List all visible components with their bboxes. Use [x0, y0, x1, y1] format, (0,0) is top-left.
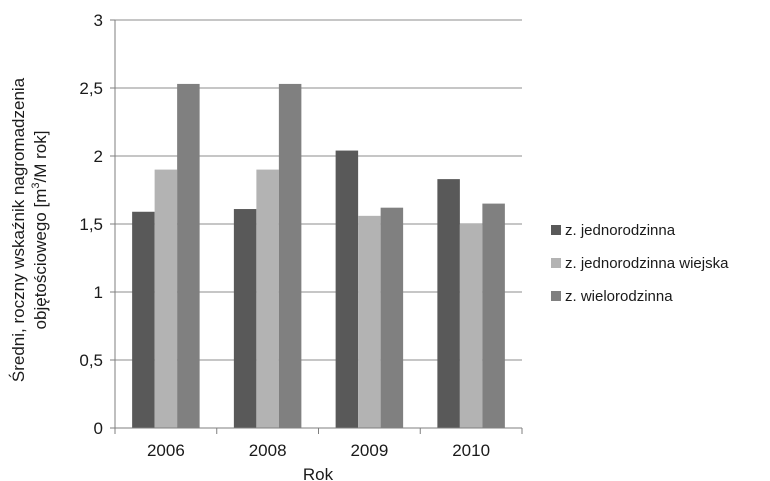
legend-swatch — [551, 258, 561, 268]
bar — [358, 215, 381, 428]
legend-swatch — [551, 291, 561, 301]
bars — [132, 83, 505, 429]
bar — [154, 169, 178, 428]
y-axis-title: Średni, roczny wskaźnik nagromadzenia ob… — [9, 77, 50, 382]
y-tick-labels: 0 0,5 1 1,5 2 2,5 3 — [79, 11, 103, 438]
x-axis-title: Rok — [303, 465, 334, 481]
legend-swatch — [551, 225, 561, 235]
x-tick-label: 2010 — [452, 441, 490, 460]
bar — [380, 207, 404, 428]
y-tick-label: 2,5 — [79, 79, 103, 98]
bar — [233, 209, 257, 428]
y-tick-label: 1 — [94, 283, 103, 302]
x-tick-label: 2009 — [350, 441, 388, 460]
bar — [177, 83, 200, 429]
bar — [437, 179, 460, 428]
legend-label: z. jednorodzinna — [565, 222, 676, 239]
legend-label: z. jednorodzinna wiejska — [565, 255, 729, 272]
bar — [278, 83, 302, 429]
legend-label: z. wielorodzinna — [565, 288, 673, 305]
y-tick-label: 1,5 — [79, 215, 103, 234]
bar — [132, 211, 155, 428]
y-tick-label: 3 — [94, 11, 103, 30]
bar — [482, 203, 505, 428]
x-tick-labels: 2006 2008 2009 2010 — [114, 428, 523, 460]
y-axis-title-superscript: 3 — [30, 183, 42, 189]
bar — [335, 150, 359, 428]
x-tick-label: 2008 — [249, 441, 287, 460]
y-tick-label: 2 — [94, 147, 103, 166]
y-axis-title-line2: objętościowego [m3/M rok] — [30, 131, 50, 330]
y-tick-label: 0 — [94, 419, 103, 438]
y-axis-title-line1: Średni, roczny wskaźnik nagromadzenia — [9, 77, 28, 382]
x-tick-label: 2006 — [147, 441, 185, 460]
bar — [256, 169, 279, 428]
legend: z. jednorodzinna z. jednorodzinna wiejska… — [551, 222, 729, 305]
bar — [459, 224, 483, 428]
y-tick-label: 0,5 — [79, 351, 103, 370]
